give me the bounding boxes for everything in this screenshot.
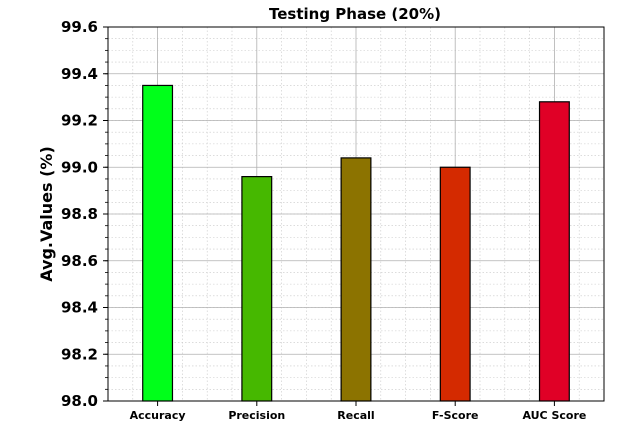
- x-tick-label: F-Score: [432, 409, 479, 422]
- y-tick-label: 99.4: [61, 65, 98, 83]
- y-tick-label: 98.6: [61, 252, 98, 270]
- y-axis-label: Avg.Values (%): [37, 146, 56, 282]
- y-tick-label: 98.2: [61, 345, 98, 363]
- x-tick-label: Recall: [337, 409, 374, 422]
- y-tick-label: 98.8: [61, 205, 98, 223]
- y-tick-label: 99.0: [61, 158, 98, 176]
- chart-title: Testing Phase (20%): [269, 5, 441, 23]
- y-tick-label: 98.0: [61, 392, 98, 410]
- plot-frame: [107, 26, 605, 402]
- y-tick-label: 98.4: [61, 299, 98, 317]
- y-tick-label: 99.2: [61, 112, 98, 130]
- x-tick-label: Accuracy: [130, 409, 186, 422]
- bar-precision: [241, 176, 273, 402]
- bar-recall: [340, 157, 372, 402]
- bar-auc-score: [538, 101, 570, 402]
- bar-accuracy: [142, 84, 174, 402]
- x-tick-label: AUC Score: [522, 409, 586, 422]
- plot-area: 98.0 98.2 98.4 98.6 98.8 99.0 99.2 99.4 99.6 Accu…: [61, 18, 605, 422]
- y-tick-label: 99.6: [61, 18, 98, 36]
- bar-f-score: [439, 166, 471, 402]
- x-tick-label: Precision: [228, 409, 285, 422]
